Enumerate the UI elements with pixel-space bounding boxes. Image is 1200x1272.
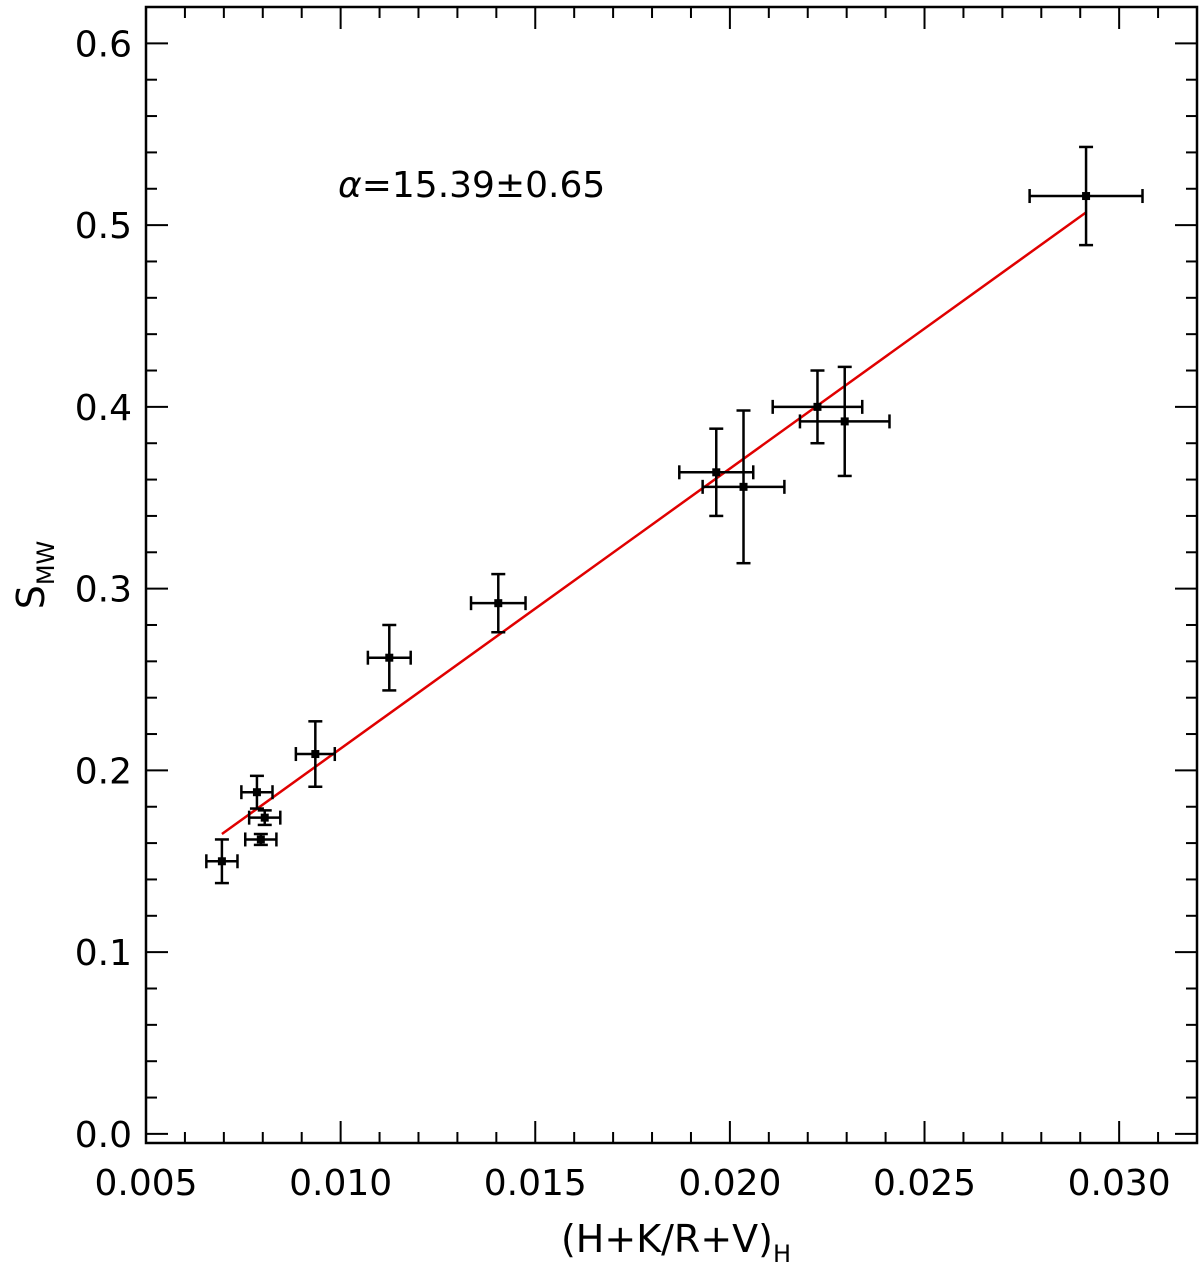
y-tick-label: 0.2 [75,751,132,792]
x-tick-label: 0.030 [1068,1163,1171,1204]
data-point [701,409,786,565]
point-marker [813,402,822,411]
x-tick-label: 0.020 [678,1163,781,1204]
fit-line [221,211,1087,836]
tick-labels: 0.005 0.010 0.015 0.020 0.025 0.030 0.0 0.1 0.2 0… [75,24,1171,1204]
alpha-annotation: α=15.39±0.65 [338,165,605,206]
data-point [240,774,274,810]
point-marker [252,788,261,797]
x-tick-label: 0.010 [289,1163,392,1204]
data-point [244,832,278,847]
y-tick-label: 0.0 [75,1115,132,1156]
data-point [366,623,412,692]
x-axis-label: (H+K/R+V)H [561,1217,791,1267]
data-point [771,369,864,445]
point-marker [385,653,394,662]
y-tick-label: 0.5 [75,206,132,247]
fit-layer [221,211,1087,836]
x-axis-label-subscript: H [773,1240,791,1267]
y-tick-label: 0.1 [75,933,132,974]
y-tick-label: 0.6 [75,24,132,65]
data-point [798,365,891,478]
point-marker [256,835,265,844]
point-marker [260,813,269,822]
y-tick-label: 0.3 [75,570,132,611]
alpha-value: =15.39±0.65 [362,165,606,206]
y-tick-label: 0.4 [75,388,132,429]
x-tick-label: 0.025 [873,1163,976,1204]
point-marker [311,750,320,759]
x-axis-label-main: (H+K/R+V) [561,1217,773,1261]
y-axis-label-main: S [9,585,53,609]
point-marker [712,468,721,477]
plot-frame [144,5,1199,1145]
point-marker [840,417,849,426]
x-tick-label: 0.015 [484,1163,587,1204]
y-axis-label-subscript: MW [32,541,60,585]
point-marker [494,599,503,608]
alpha-symbol: α [338,165,362,206]
y-axis-label: SMW [9,541,60,610]
data-point [469,572,527,634]
point-marker [739,482,748,491]
data-point [1028,145,1144,247]
x-tick-label: 0.005 [94,1163,197,1204]
point-marker [217,857,226,866]
data-point [294,720,337,789]
data-point [205,838,239,885]
data-point [247,809,282,827]
points-layer [205,145,1144,885]
data-point [678,427,755,518]
point-marker [1082,192,1091,201]
axis-ticks [145,6,1198,1143]
